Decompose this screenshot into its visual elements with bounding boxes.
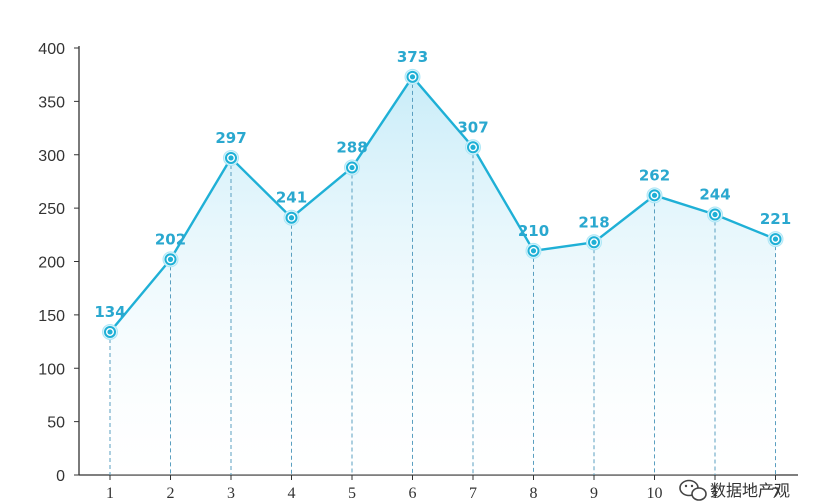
data-label: 297 bbox=[215, 129, 246, 147]
x-tick-label: 7 bbox=[772, 485, 780, 502]
data-point bbox=[107, 329, 113, 335]
watermark: 数据地产观 bbox=[679, 479, 790, 501]
data-point bbox=[651, 192, 658, 198]
data-point bbox=[712, 211, 718, 218]
x-tick-label: 7 bbox=[469, 485, 477, 502]
data-point bbox=[470, 144, 476, 150]
data-points bbox=[102, 68, 784, 340]
y-tick-label: 350 bbox=[38, 94, 65, 111]
x-tick-label: 1 bbox=[106, 485, 114, 502]
x-axis: 1 2 3 4 5 6 7 8 9 10 1 7 bbox=[79, 474, 798, 502]
y-axis: 0 50 100 150 200 250 300 350 400 bbox=[38, 41, 80, 485]
series-area bbox=[110, 76, 776, 475]
y-tick-label: 0 bbox=[56, 468, 65, 485]
y-tick-label: 400 bbox=[38, 41, 65, 58]
data-label: 373 bbox=[397, 48, 428, 66]
x-tick-label: 5 bbox=[348, 485, 356, 502]
y-tick-label: 300 bbox=[38, 148, 65, 165]
y-tick-label: 250 bbox=[38, 201, 65, 218]
watermark-text: 数据地产观 bbox=[710, 481, 790, 500]
x-tick-label: 2 bbox=[167, 485, 175, 502]
x-tick-label: 8 bbox=[530, 485, 538, 502]
x-tick-label: 3 bbox=[227, 485, 235, 502]
y-tick-label: 150 bbox=[38, 308, 65, 325]
data-label: 244 bbox=[699, 186, 730, 204]
data-point bbox=[288, 215, 295, 221]
y-tick-label: 200 bbox=[38, 255, 65, 272]
x-tick-label: 9 bbox=[590, 485, 598, 502]
data-point bbox=[228, 155, 234, 161]
y-tick-label: 50 bbox=[47, 415, 65, 432]
data-label: 202 bbox=[155, 230, 186, 248]
drop-lines bbox=[109, 76, 776, 475]
data-label: 241 bbox=[276, 189, 307, 207]
y-tick-label: 100 bbox=[38, 361, 65, 378]
data-point bbox=[409, 74, 416, 80]
data-label: 262 bbox=[639, 166, 670, 184]
data-label: 210 bbox=[518, 222, 549, 240]
data-point bbox=[530, 248, 537, 254]
data-label: 288 bbox=[336, 139, 367, 157]
x-tick-label: 6 bbox=[409, 485, 417, 502]
data-point bbox=[167, 256, 174, 262]
data-point bbox=[591, 239, 597, 245]
x-tick-label: 10 bbox=[647, 485, 663, 502]
data-label: 221 bbox=[760, 210, 791, 228]
x-tick-label: 1 bbox=[711, 485, 719, 502]
data-point bbox=[349, 164, 355, 171]
data-labels: 134 202 297 241 288 373 307 210 218 262 244 221 bbox=[94, 48, 791, 321]
data-label: 218 bbox=[578, 213, 609, 231]
series-polyline bbox=[109, 75, 776, 333]
area-fill bbox=[110, 76, 776, 475]
data-label: 134 bbox=[94, 303, 125, 321]
series-line bbox=[109, 75, 776, 333]
data-label: 307 bbox=[457, 118, 488, 136]
wechat-icon bbox=[679, 479, 707, 501]
data-point bbox=[772, 236, 779, 242]
x-tick-label: 4 bbox=[288, 485, 296, 502]
